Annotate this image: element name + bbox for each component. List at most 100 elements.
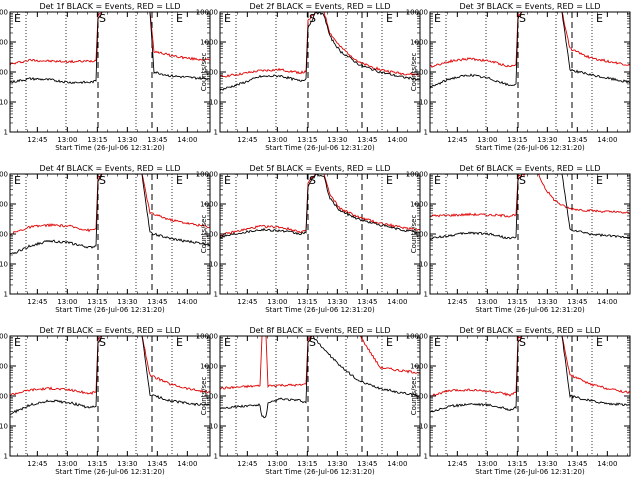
x-tick-label: 13:15 <box>507 136 527 144</box>
x-tick-label: 12:45 <box>237 460 257 468</box>
event-marker: S <box>309 174 316 187</box>
series-line-black <box>219 335 421 419</box>
x-tick-label: 13:30 <box>537 460 557 468</box>
x-tick-label: 12:45 <box>447 136 467 144</box>
x-axis-label: Start Time (26-Jul-06 12:31:20) <box>265 144 375 152</box>
event-marker: S <box>99 336 106 349</box>
x-tick-label: 14:00 <box>597 298 617 306</box>
y-tick-label: 100 <box>205 231 218 239</box>
plot-frame <box>9 11 211 133</box>
y-tick-label: 1 <box>214 129 218 137</box>
y-tick-label: 1 <box>4 453 8 461</box>
y-axis-label: Counts/sec <box>410 377 418 416</box>
x-tick-label: 13:00 <box>477 460 497 468</box>
x-tick-label: 13:45 <box>567 136 587 144</box>
chart-title: Det 4f BLACK = Events, RED = LLD <box>39 164 180 173</box>
event-marker: S <box>99 174 106 187</box>
y-tick-label: 100 <box>205 393 218 401</box>
x-axis-label: Start Time (26-Jul-06 12:31:20) <box>475 306 585 314</box>
x-axis-label: Start Time (26-Jul-06 12:31:20) <box>55 144 165 152</box>
y-tick-label: 1 <box>424 453 428 461</box>
y-tick-label: 1000 <box>200 201 218 209</box>
x-tick-label: 13:30 <box>537 136 557 144</box>
x-tick-label: 13:15 <box>297 298 317 306</box>
x-axis-label: Start Time (26-Jul-06 12:31:20) <box>55 468 165 476</box>
chart-title: Det 5f BLACK = Events, RED = LLD <box>249 164 390 173</box>
plot-frame <box>429 335 631 457</box>
y-tick-label: 100 <box>0 231 8 239</box>
y-tick-label: 10 <box>0 99 8 107</box>
chart-panel: Det 7f BLACK = Events, RED = LLD 1 10 100 10… <box>0 326 211 476</box>
x-tick-label: 13:45 <box>357 136 377 144</box>
x-tick-label: 13:45 <box>357 460 377 468</box>
x-tick-label: 13:45 <box>357 298 377 306</box>
event-marker: E <box>386 336 393 349</box>
x-axis-label: Start Time (26-Jul-06 12:31:20) <box>55 306 165 314</box>
y-axis-label: Counts/sec <box>200 377 208 416</box>
event-marker: E <box>224 174 231 187</box>
y-tick-label: 1 <box>214 453 218 461</box>
x-tick-label: 13:30 <box>537 298 557 306</box>
x-tick-label: 14:00 <box>387 136 407 144</box>
event-marker: E <box>596 336 603 349</box>
y-tick-label: 1000 <box>410 39 428 47</box>
y-tick-label: 1000 <box>0 363 8 371</box>
y-tick-label: 10 <box>419 261 428 269</box>
chart-title: Det 7f BLACK = Events, RED = LLD <box>39 326 180 335</box>
y-tick-label: 10000 <box>0 171 8 179</box>
y-tick-label: 100 <box>0 69 8 77</box>
x-tick-label: 12:45 <box>27 298 47 306</box>
chart-panel: Det 9f BLACK = Events, RED = LLD 1 10 100 10… <box>406 326 631 476</box>
event-marker: E <box>176 174 183 187</box>
event-marker: E <box>14 12 21 25</box>
x-tick-label: 13:45 <box>567 298 587 306</box>
event-marker: E <box>596 12 603 25</box>
x-tick-label: 12:45 <box>27 136 47 144</box>
y-tick-label: 1 <box>214 291 218 299</box>
x-tick-label: 13:30 <box>327 298 347 306</box>
y-tick-label: 10 <box>419 423 428 431</box>
x-tick-label: 13:00 <box>477 298 497 306</box>
x-tick-label: 13:00 <box>477 136 497 144</box>
x-tick-label: 13:15 <box>507 298 527 306</box>
y-tick-label: 10 <box>209 99 218 107</box>
x-tick-label: 13:45 <box>147 136 167 144</box>
chart-panel: Det 4f BLACK = Events, RED = LLD 1 10 100 10… <box>0 164 211 314</box>
x-tick-label: 12:45 <box>447 460 467 468</box>
x-tick-label: 13:45 <box>567 460 587 468</box>
x-tick-label: 12:45 <box>237 136 257 144</box>
y-tick-label: 1000 <box>410 363 428 371</box>
plot-frame <box>9 335 211 457</box>
chart-panel: Det 2f BLACK = Events, RED = LLD 1 10 100 10… <box>196 2 421 152</box>
y-tick-label: 1000 <box>410 201 428 209</box>
event-marker: E <box>176 12 183 25</box>
plot-frame <box>9 173 211 295</box>
x-tick-label: 13:00 <box>267 298 287 306</box>
event-marker: E <box>176 336 183 349</box>
event-marker: E <box>224 12 231 25</box>
x-tick-label: 13:30 <box>327 136 347 144</box>
x-tick-label: 13:15 <box>87 136 107 144</box>
x-tick-label: 14:00 <box>597 460 617 468</box>
event-marker: E <box>434 174 441 187</box>
y-tick-label: 10000 <box>406 333 428 341</box>
y-tick-label: 10000 <box>406 171 428 179</box>
y-tick-label: 100 <box>415 69 428 77</box>
x-axis-label: Start Time (26-Jul-06 12:31:20) <box>475 144 585 152</box>
y-tick-label: 1 <box>4 291 8 299</box>
x-tick-label: 13:15 <box>87 298 107 306</box>
y-tick-label: 10000 <box>196 171 218 179</box>
x-tick-label: 13:15 <box>87 460 107 468</box>
x-tick-label: 14:00 <box>177 460 197 468</box>
event-marker: E <box>386 12 393 25</box>
y-tick-label: 10 <box>419 99 428 107</box>
x-tick-label: 12:45 <box>27 460 47 468</box>
chart-panel: Det 1f BLACK = Events, RED = LLD 1 10 100 10… <box>0 2 211 152</box>
event-marker: S <box>519 336 526 349</box>
chart-panel: Det 8f BLACK = Events, RED = LLD 1 10 100 10… <box>196 326 421 476</box>
x-tick-label: 13:45 <box>147 460 167 468</box>
y-tick-label: 100 <box>205 69 218 77</box>
event-marker: S <box>309 336 316 349</box>
plot-frame <box>219 173 421 295</box>
